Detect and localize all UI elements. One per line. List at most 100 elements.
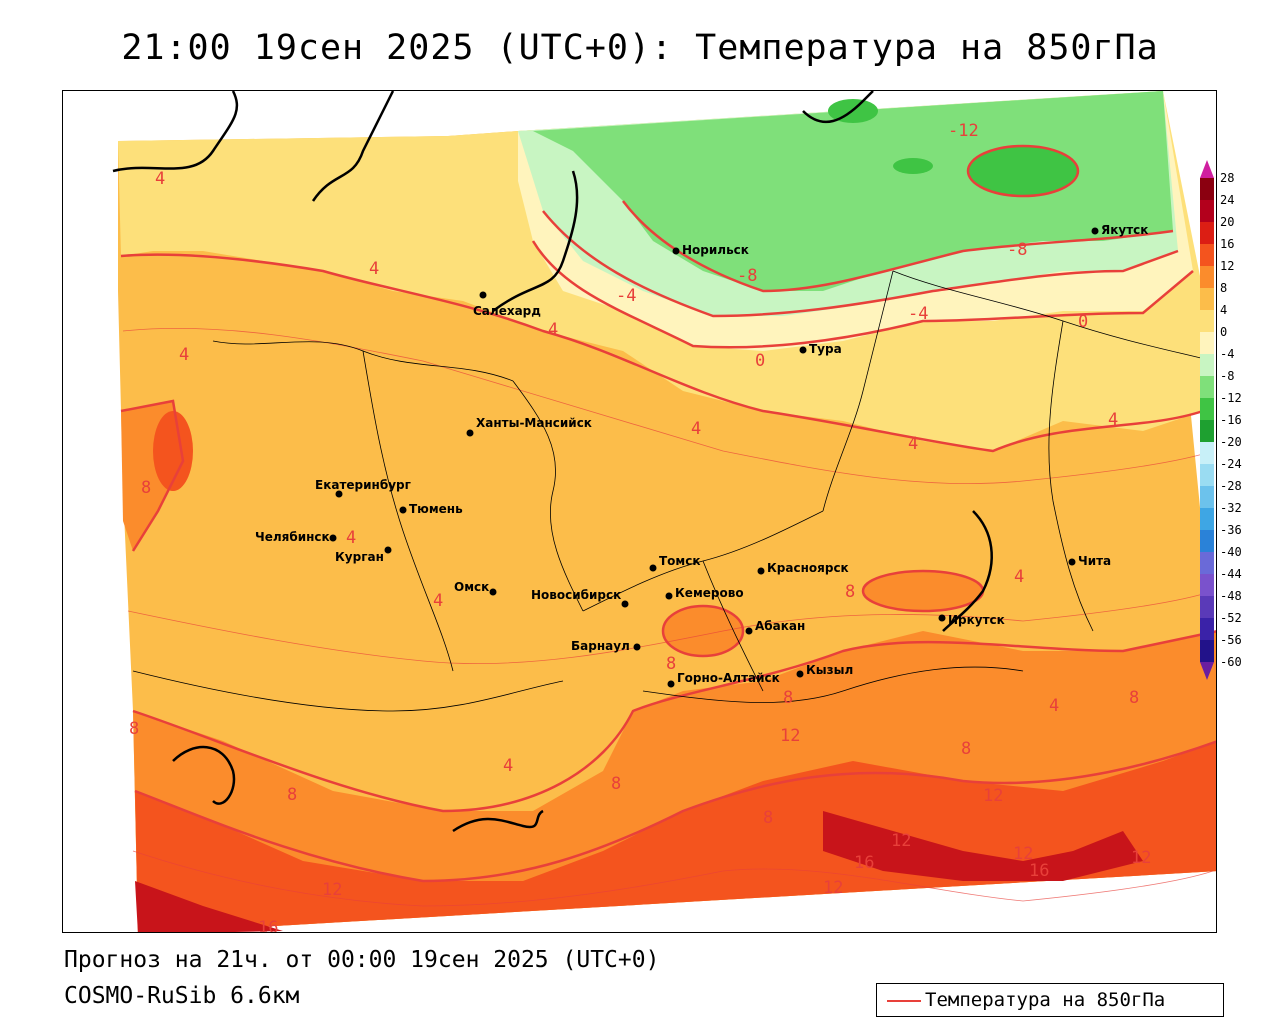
colorbar-swatch (1200, 508, 1214, 530)
cbar-tick: -28 (1220, 479, 1242, 493)
contour-label: -4 (908, 304, 928, 324)
aral-sea (172, 745, 236, 805)
colorbar-swatch (1200, 178, 1214, 200)
forecast-info: Прогноз на 21ч. от 00:00 19сен 2025 (UTC… (64, 947, 660, 973)
colorbar-cap-top (1200, 160, 1214, 178)
cbar-tick: -12 (1220, 391, 1242, 405)
cbar-tick: -4 (1220, 347, 1234, 361)
city-tomsk: Томск (649, 554, 701, 572)
thin-isotherm (132, 850, 1214, 907)
city-label: Кемерово (675, 586, 744, 600)
cbar-tick: -16 (1220, 413, 1242, 427)
colorbar-cap-bottom (1200, 662, 1214, 680)
border (362, 350, 454, 672)
city-label: Абакан (755, 619, 805, 633)
city-label: Курган (335, 550, 384, 564)
colorbar-swatch (1200, 464, 1214, 486)
city-label: Кызыл (806, 663, 853, 677)
coastline (492, 170, 579, 313)
cbar-tick: -56 (1220, 633, 1242, 647)
map-title: 21:00 19сен 2025 (UTC+0): Температура на… (121, 28, 1159, 68)
isotherms (120, 144, 1216, 883)
contour-label: 4 (346, 528, 356, 548)
contour-label: 4 (691, 419, 701, 439)
contour-label: 0 (755, 351, 765, 371)
colorbar-swatch (1200, 486, 1214, 508)
cbar-tick: -20 (1220, 435, 1242, 449)
colorbar-swatch (1200, 530, 1214, 552)
isotherm (542, 210, 1179, 318)
cbar-tick: -44 (1220, 567, 1242, 581)
colorbar-swatch (1200, 618, 1214, 640)
zone-minus12-minus8 (533, 91, 1173, 291)
warm-pocket (153, 411, 193, 491)
city-abakan: Абакан (745, 619, 805, 635)
contour-label: 8 (287, 785, 297, 805)
colorbar-swatch (1200, 310, 1214, 332)
lake-baikal (942, 510, 993, 632)
city-kurgan: Курган (335, 546, 392, 564)
colorbar-svg: 28 24 20 16 12 8 4 0 -4 -8 -12 -16 -20 -… (1200, 160, 1242, 680)
colorbar-swatch (1200, 354, 1214, 376)
contour-label: 16 (854, 853, 874, 873)
colorbar-swatch (1200, 288, 1214, 310)
thin-isotherm (127, 590, 1214, 665)
contour-label: -8 (737, 266, 757, 286)
colorbar-ticks: 28 24 20 16 12 8 4 0 -4 -8 -12 -16 -20 -… (1220, 171, 1242, 669)
isotherm (134, 740, 1216, 883)
cbar-tick: -48 (1220, 589, 1242, 603)
contour-label: 0 (1078, 312, 1088, 332)
city-irkutsk: Иркутск (938, 613, 1005, 627)
cbar-tick: -60 (1220, 655, 1242, 669)
thin-isotherm (122, 327, 1214, 485)
cbar-tick: 4 (1220, 303, 1227, 317)
coastline (311, 91, 395, 202)
zone-16-plus (135, 881, 283, 932)
cbar-tick: 20 (1220, 215, 1234, 229)
contour-label: 12 (823, 878, 843, 898)
cbar-tick: 24 (1220, 193, 1234, 207)
city-omsk: Омск (454, 580, 497, 596)
contour-labels: -12 -8 -8 -4 -4 0 0 4 4 4 4 4 4 4 4 4 4 … (129, 121, 1151, 932)
cbar-tick: -24 (1220, 457, 1242, 471)
cold-blob (893, 158, 933, 174)
contour-label: 12 (983, 786, 1003, 806)
contour-label: 8 (611, 774, 621, 794)
contour-label: 4 (433, 591, 443, 611)
contour-label: 12 (1013, 844, 1033, 864)
thin-isotherms (122, 327, 1214, 907)
city-label: Горно-Алтайск (677, 671, 780, 685)
city-label: Ханты-Мансийск (476, 416, 592, 430)
cbar-tick: -40 (1220, 545, 1242, 559)
contour-label: 8 (1129, 688, 1139, 708)
border (642, 666, 1024, 703)
admin-borders (132, 270, 1214, 712)
border (132, 670, 564, 712)
city-label: Челябинск (255, 530, 330, 544)
contour-label: 12 (322, 880, 342, 900)
contour-label: 16 (1029, 861, 1049, 881)
city-norilsk: Норильск (672, 243, 749, 257)
city-khanty-mansiysk: Ханты-Мансийск (466, 416, 592, 437)
border (1048, 320, 1094, 632)
legend-line-swatch (887, 1000, 921, 1002)
colorbar-swatch (1200, 200, 1214, 222)
colorbar-swatch (1200, 398, 1214, 420)
contour-label: 4 (908, 434, 918, 454)
city-label: Норильск (682, 243, 749, 257)
city-label: Якутск (1101, 223, 1148, 237)
cbar-tick: 12 (1220, 259, 1234, 273)
lake-balkhash (452, 809, 544, 833)
contour-label: 4 (1049, 696, 1059, 716)
contour-label: 8 (845, 582, 855, 602)
colorbar-swatch (1200, 222, 1214, 244)
warm-pocket (663, 606, 743, 656)
contour-label: 8 (129, 719, 139, 739)
city-label: Салехард (473, 304, 541, 318)
colorbar-swatch (1200, 266, 1214, 288)
contour-label: 4 (369, 259, 379, 279)
isotherm (531, 240, 1194, 349)
zone-12-16 (135, 741, 1216, 932)
colorbar-swatch (1200, 332, 1214, 354)
cbar-tick: -36 (1220, 523, 1242, 537)
